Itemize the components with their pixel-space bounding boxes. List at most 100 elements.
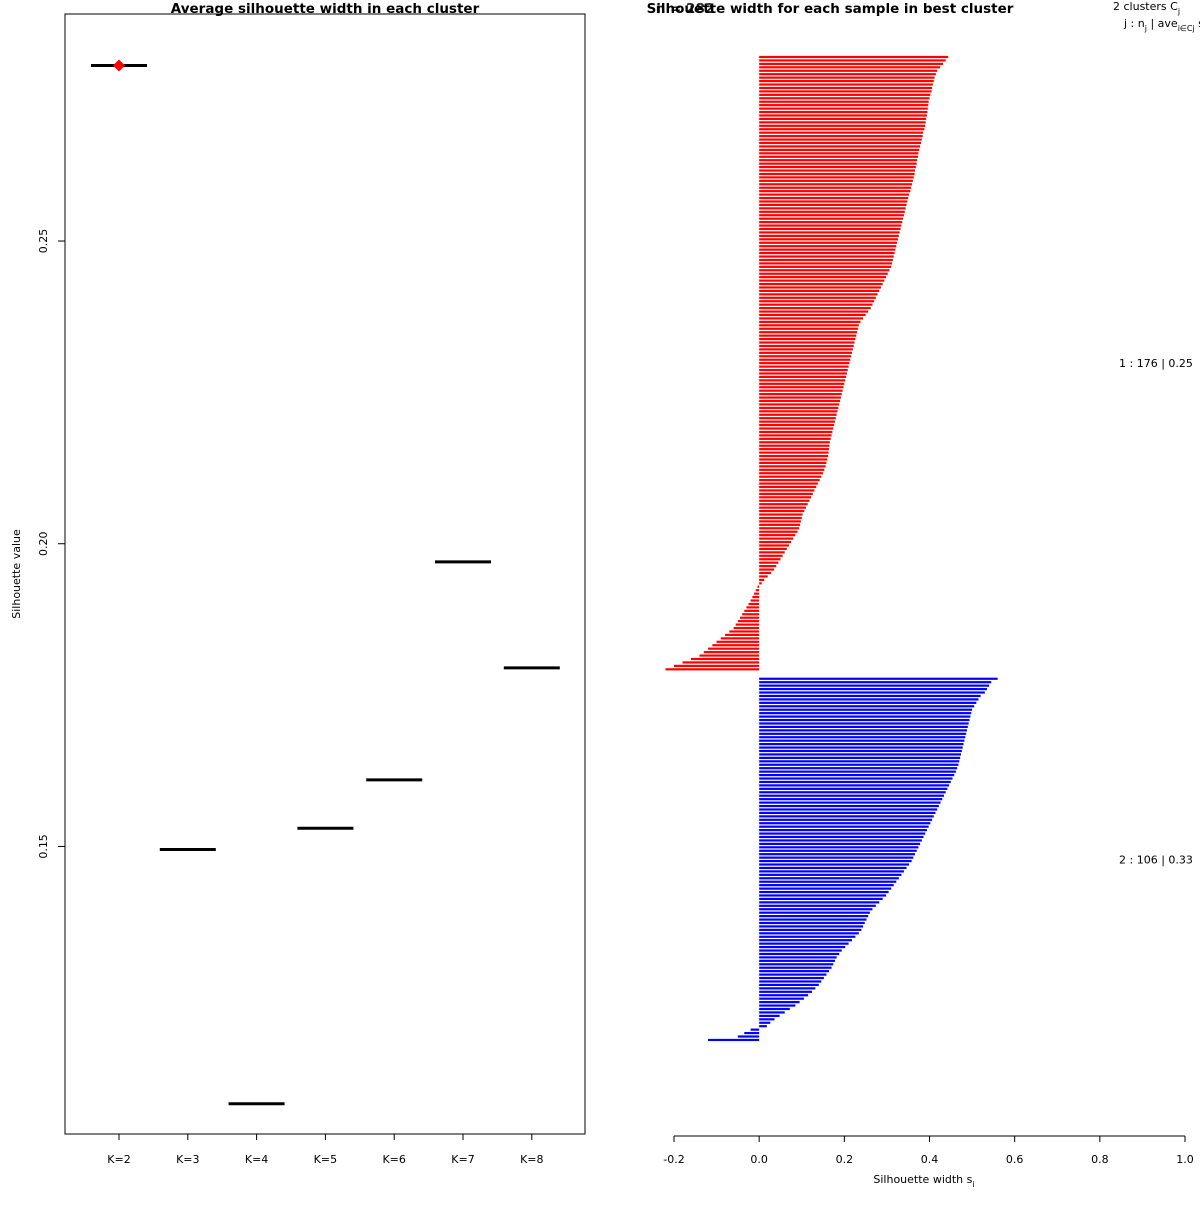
silhouette-bar bbox=[759, 227, 901, 231]
silhouette-bar bbox=[712, 644, 760, 647]
silhouette-bar bbox=[759, 712, 972, 715]
silhouette-bar bbox=[759, 492, 813, 495]
right-x-axis-label: Silhouette width si bbox=[873, 1173, 974, 1189]
silhouette-bar bbox=[759, 217, 904, 220]
silhouette-bar bbox=[759, 482, 818, 485]
silhouette-bar bbox=[759, 780, 951, 784]
silhouette-bar bbox=[759, 870, 904, 873]
right-x-tick-label: 0.2 bbox=[836, 1153, 854, 1166]
silhouette-bar bbox=[759, 341, 855, 344]
silhouette-bar bbox=[759, 121, 926, 124]
silhouette-bar bbox=[759, 479, 820, 482]
silhouette-bar bbox=[759, 410, 838, 413]
silhouette-bar bbox=[759, 537, 794, 540]
silhouette-bar bbox=[759, 104, 929, 107]
silhouette-bar bbox=[759, 320, 861, 323]
silhouette-bar bbox=[759, 186, 912, 189]
silhouette-bar bbox=[759, 124, 926, 127]
silhouette-bar bbox=[759, 348, 853, 351]
silhouette-bar bbox=[759, 756, 961, 759]
silhouette-bar bbox=[759, 272, 888, 275]
silhouette-bar bbox=[759, 148, 920, 151]
silhouette-bar bbox=[759, 846, 919, 849]
silhouette-bar bbox=[754, 592, 760, 595]
silhouette-bar bbox=[759, 76, 935, 79]
silhouette-bar bbox=[759, 784, 950, 787]
silhouette-bar bbox=[759, 210, 905, 213]
silhouette-bar bbox=[759, 241, 898, 244]
left-x-tick-label: K=3 bbox=[176, 1153, 199, 1166]
silhouette-bar bbox=[759, 1014, 780, 1017]
silhouette-bar bbox=[720, 637, 760, 640]
silhouette-bar bbox=[759, 994, 809, 997]
silhouette-bar bbox=[744, 1031, 760, 1035]
silhouette-bar bbox=[759, 79, 934, 83]
silhouette-bar bbox=[759, 375, 847, 379]
silhouette-bar bbox=[759, 554, 783, 557]
silhouette-bar bbox=[759, 763, 959, 766]
right-x-tick-label: 1.0 bbox=[1176, 1153, 1194, 1166]
silhouette-bar bbox=[759, 687, 987, 691]
silhouette-bar bbox=[759, 117, 927, 121]
silhouette-bar bbox=[759, 183, 913, 186]
silhouette-bar bbox=[759, 83, 933, 86]
silhouette-bar bbox=[759, 251, 895, 255]
silhouette-bar bbox=[759, 691, 985, 694]
silhouette-bar bbox=[759, 485, 817, 489]
silhouette-bar bbox=[665, 668, 760, 671]
silhouette-bar bbox=[759, 990, 812, 993]
silhouette-bar bbox=[759, 190, 911, 193]
left-chart-title: Average silhouette width in each cluster bbox=[171, 1, 480, 17]
silhouette-bar bbox=[759, 200, 908, 203]
silhouette-bar bbox=[759, 880, 897, 883]
silhouette-bar bbox=[759, 358, 851, 361]
silhouette-bar bbox=[759, 842, 921, 845]
silhouette-bar bbox=[735, 623, 760, 626]
silhouette-bar bbox=[759, 396, 841, 399]
right-chart-subtitle: n = 282 bbox=[656, 1, 715, 17]
silhouette-bar bbox=[759, 234, 899, 237]
silhouette-bar bbox=[759, 749, 962, 753]
silhouette-bar bbox=[759, 739, 965, 742]
silhouette-bar bbox=[759, 760, 960, 763]
silhouette-bar bbox=[759, 684, 990, 687]
silhouette-bar bbox=[759, 461, 827, 465]
silhouette-bar bbox=[759, 73, 936, 76]
silhouette-bar bbox=[759, 307, 871, 310]
silhouette-bar bbox=[759, 55, 949, 59]
silhouette-bar bbox=[759, 729, 967, 732]
silhouette-bar bbox=[759, 736, 966, 739]
silhouette-bar bbox=[759, 427, 834, 430]
silhouette-bar bbox=[759, 915, 869, 918]
left-y-tick-label: 0.25 bbox=[37, 229, 50, 254]
silhouette-bar bbox=[759, 368, 848, 372]
silhouette-bar bbox=[759, 698, 979, 701]
silhouette-bar bbox=[759, 811, 936, 815]
silhouette-bar bbox=[759, 441, 830, 444]
silhouette-bar bbox=[759, 231, 900, 234]
silhouette-bar bbox=[759, 791, 946, 794]
silhouette-bar bbox=[759, 444, 830, 447]
silhouette-bar bbox=[759, 472, 824, 475]
silhouette-bar bbox=[759, 379, 846, 382]
silhouette-bar bbox=[759, 66, 941, 69]
silhouette-bar bbox=[759, 238, 898, 241]
silhouette-bar bbox=[759, 176, 914, 179]
silhouette-bar bbox=[759, 715, 971, 718]
silhouette-bar bbox=[759, 90, 932, 93]
silhouette-bar bbox=[752, 595, 760, 599]
silhouette-bar bbox=[759, 777, 953, 780]
silhouette-bar bbox=[759, 718, 970, 722]
best-k-marker bbox=[113, 59, 125, 72]
silhouette-bar bbox=[750, 599, 760, 602]
silhouette-bar bbox=[759, 701, 977, 704]
silhouette-bar bbox=[759, 551, 785, 554]
silhouette-bar bbox=[759, 300, 875, 303]
silhouette-bar bbox=[759, 313, 866, 317]
silhouette-bar bbox=[759, 568, 775, 571]
silhouette-bar bbox=[759, 732, 967, 735]
silhouette-bar bbox=[759, 575, 768, 578]
silhouette-bar bbox=[750, 1028, 760, 1031]
silhouette-bar bbox=[759, 196, 909, 200]
right-x-tick-label: 0.0 bbox=[750, 1153, 768, 1166]
